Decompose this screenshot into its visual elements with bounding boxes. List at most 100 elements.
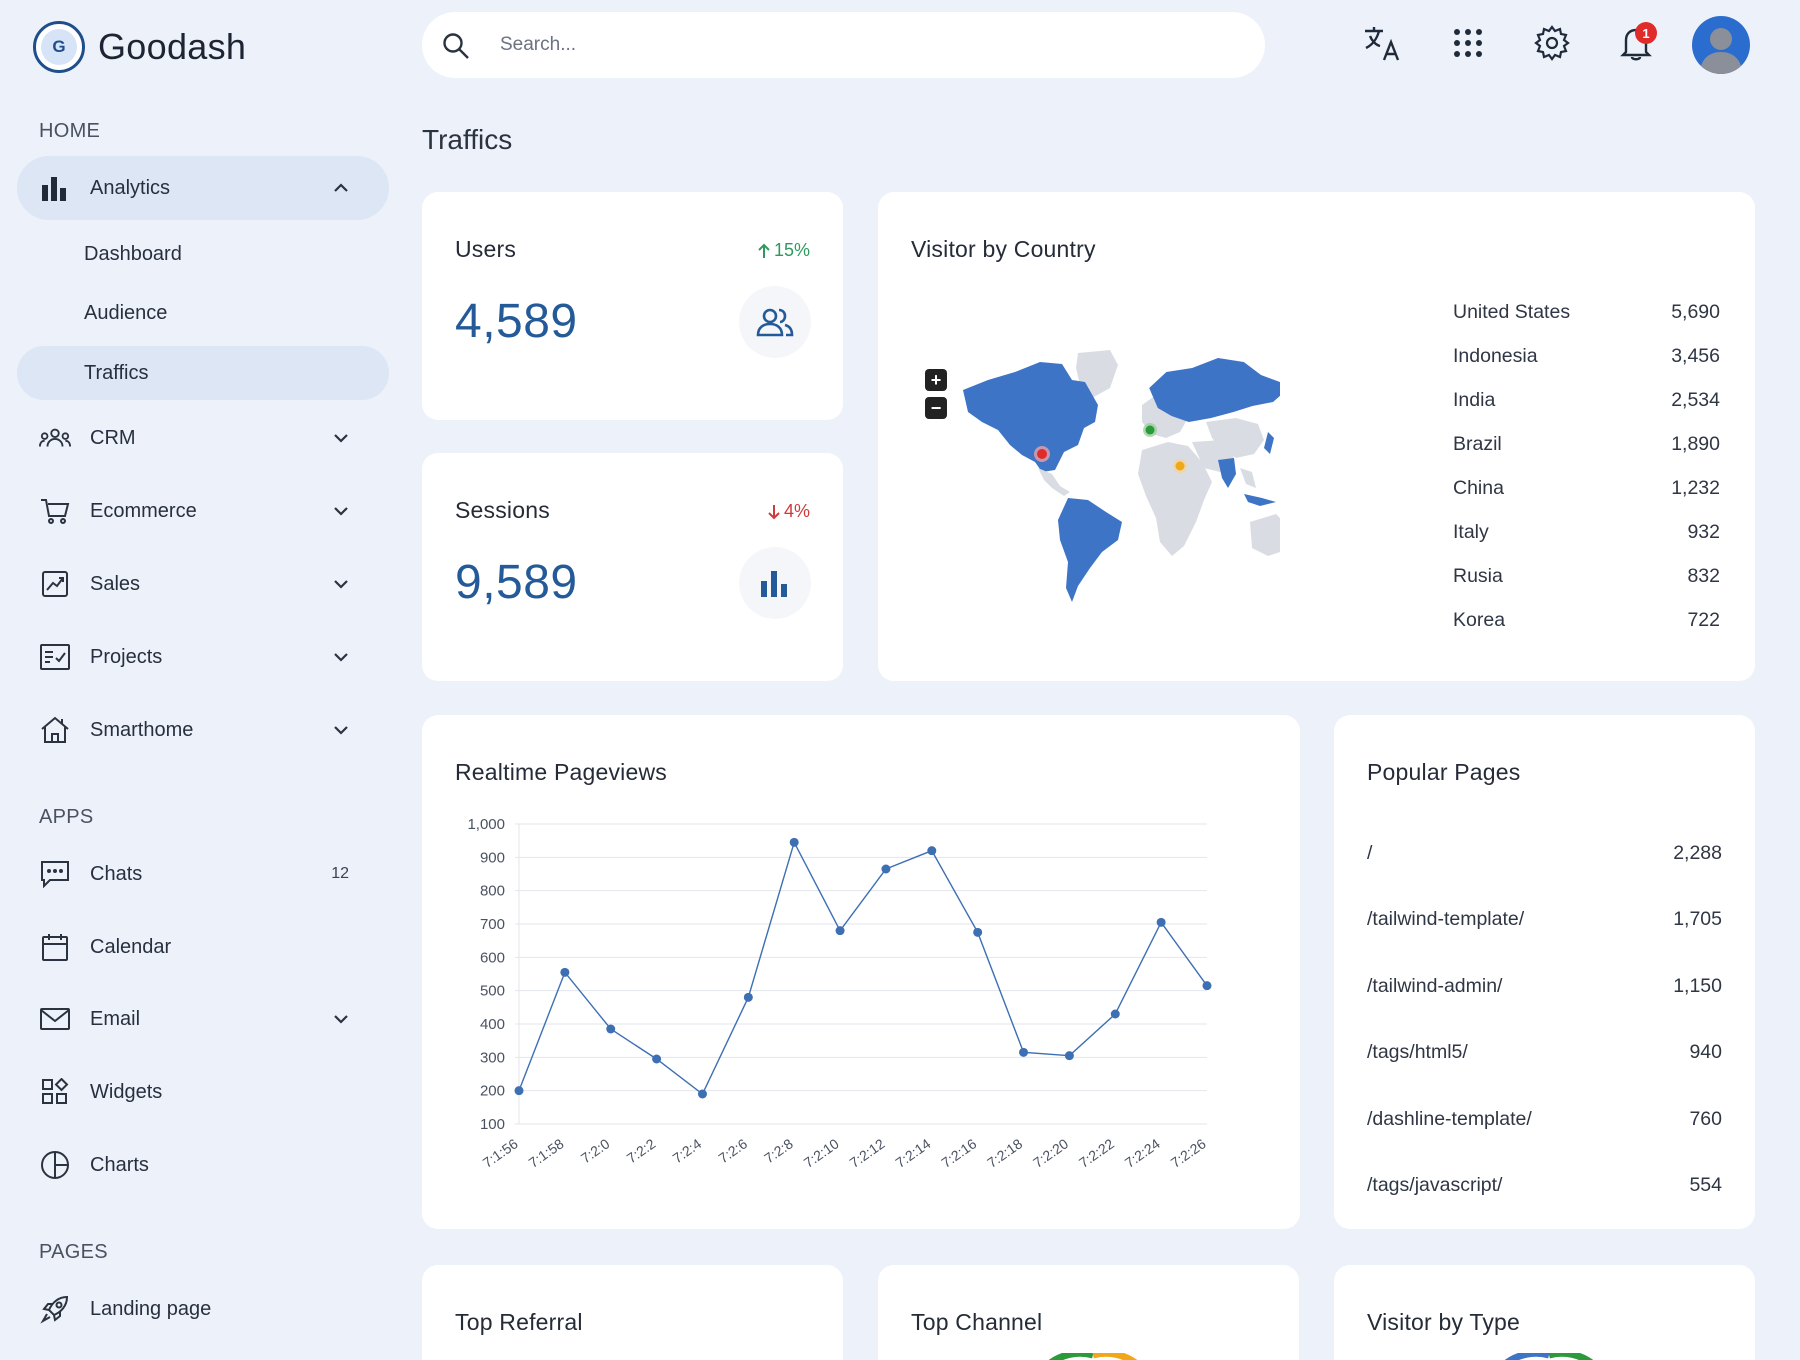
sidebar-subitem-dashboard[interactable]: Dashboard xyxy=(17,227,389,281)
sidebar-item-email[interactable]: Email xyxy=(17,987,389,1051)
sidebar-item-label: Ecommerce xyxy=(90,499,197,522)
chevron-down-icon xyxy=(334,653,348,662)
chats-count-badge: 12 xyxy=(331,865,349,882)
sidebar-item-landing-page[interactable]: Landing page xyxy=(17,1277,389,1341)
map-marker-europe[interactable] xyxy=(1145,425,1155,435)
table-row: Indonesia 3,456 xyxy=(1453,334,1720,378)
y-tick-label: 700 xyxy=(480,916,505,933)
table-row[interactable]: /tailwind-template/1,705 xyxy=(1367,887,1722,954)
sidebar-item-label: CRM xyxy=(90,426,136,449)
top-channel-title: Top Channel xyxy=(911,1309,1043,1335)
data-point[interactable] xyxy=(973,927,983,937)
data-point[interactable] xyxy=(927,846,937,856)
map-zoom-out-button[interactable]: − xyxy=(925,397,947,419)
sidebar-item-analytics[interactable]: Analytics xyxy=(17,156,389,220)
sidebar-item-sales[interactable]: Sales xyxy=(17,552,389,616)
country-name: Rusia xyxy=(1453,564,1503,587)
translate-icon xyxy=(1365,27,1400,61)
widgets-icon xyxy=(39,1076,71,1108)
sidebar-item-ecommerce[interactable]: Ecommerce xyxy=(17,479,389,543)
table-row: India 2,534 xyxy=(1453,378,1720,422)
data-point[interactable] xyxy=(652,1054,662,1064)
world-map[interactable] xyxy=(960,350,1280,612)
table-row[interactable]: / 2,288 xyxy=(1367,820,1722,887)
x-tick-label: 7:2:6 xyxy=(715,1135,750,1166)
users-trend-value: 15% xyxy=(773,240,810,260)
x-tick-label: 7:2:8 xyxy=(761,1135,796,1166)
chevron-down-icon xyxy=(334,580,348,589)
section-label-pages: PAGES xyxy=(39,1241,108,1263)
data-point[interactable] xyxy=(881,864,891,874)
table-row[interactable]: /tags/javascript/554 xyxy=(1367,1153,1722,1220)
page-value: 760 xyxy=(1689,1107,1722,1130)
sidebar-item-label: Charts xyxy=(90,1153,149,1176)
map-zoom-in-button[interactable]: + xyxy=(925,369,947,391)
table-row[interactable]: /tailwind-admin/1,150 xyxy=(1367,953,1722,1020)
table-row: Brazil 1,890 xyxy=(1453,422,1720,466)
data-point[interactable] xyxy=(560,967,570,977)
sidebar-item-projects[interactable]: Projects xyxy=(17,625,389,689)
top-referral-card: Top Referral xyxy=(422,1265,843,1360)
page-path: /tailwind-admin/ xyxy=(1367,974,1503,997)
sessions-trend: 4% xyxy=(767,501,810,522)
brand-name: Goodash xyxy=(98,26,247,67)
x-tick-label: 7:2:2 xyxy=(624,1135,659,1166)
sidebar-subitem-traffics[interactable]: Traffics xyxy=(17,346,389,400)
translate-button[interactable] xyxy=(1360,20,1406,66)
country-table: United States 5,690 Indonesia 3,456 India 2… xyxy=(1453,290,1720,642)
y-tick-label: 1,000 xyxy=(467,816,505,833)
sidebar-item-widgets[interactable]: Widgets xyxy=(17,1060,389,1124)
visitor-by-country-title: Visitor by Country xyxy=(911,236,1096,262)
settings-button[interactable] xyxy=(1529,20,1575,66)
country-name: India xyxy=(1453,388,1496,411)
data-point[interactable] xyxy=(835,926,845,936)
chevron-down-icon xyxy=(334,507,348,516)
data-point[interactable] xyxy=(514,1086,524,1096)
x-tick-label: 7:1:56 xyxy=(480,1135,521,1171)
table-row[interactable]: /tags/html5/940 xyxy=(1367,1020,1722,1087)
sidebar-item-smarthome[interactable]: Smarthome xyxy=(17,698,389,762)
y-tick-label: 300 xyxy=(480,1049,505,1066)
sidebar-item-calendar[interactable]: Calendar xyxy=(17,915,389,979)
sessions-trend-value: 4% xyxy=(783,501,810,521)
pie-icon xyxy=(39,1149,71,1181)
data-point[interactable] xyxy=(789,837,799,847)
data-point[interactable] xyxy=(606,1024,616,1034)
y-tick-label: 100 xyxy=(480,1116,505,1133)
page-value: 2,288 xyxy=(1673,841,1722,864)
map-marker-middle-east[interactable] xyxy=(1175,461,1185,471)
top-referral-title: Top Referral xyxy=(455,1309,583,1335)
sidebar-item-charts[interactable]: Charts xyxy=(17,1133,389,1197)
data-point[interactable] xyxy=(743,992,753,1002)
sidebar-subitem-audience[interactable]: Audience xyxy=(17,286,389,340)
search-input[interactable] xyxy=(500,28,1220,62)
sidebar-item-label: Analytics xyxy=(90,176,171,199)
sidebar-item-crm[interactable]: CRM xyxy=(17,406,389,470)
minus-icon: − xyxy=(930,397,942,418)
apps-grid-button[interactable] xyxy=(1445,20,1491,66)
x-tick-label: 7:2:16 xyxy=(938,1135,979,1171)
users-group-icon xyxy=(39,422,71,454)
brand[interactable]: G Goodash xyxy=(33,21,246,73)
data-point[interactable] xyxy=(1110,1009,1120,1019)
data-point[interactable] xyxy=(1156,917,1166,927)
data-point[interactable] xyxy=(1019,1047,1029,1057)
search-bar[interactable] xyxy=(422,12,1265,78)
data-point[interactable] xyxy=(1202,981,1212,991)
country-name: Brazil xyxy=(1453,432,1502,455)
notifications-button[interactable]: 1 xyxy=(1613,20,1659,66)
chevron-down-icon xyxy=(334,434,348,443)
map-marker-usa[interactable] xyxy=(1037,449,1047,459)
section-label-home: HOME xyxy=(39,120,101,142)
visitor-by-type-title: Visitor by Type xyxy=(1367,1309,1521,1335)
data-point[interactable] xyxy=(1064,1051,1074,1061)
sidebar-item-chats[interactable]: Chats 12 xyxy=(17,842,389,906)
avatar[interactable] xyxy=(1692,16,1750,74)
data-point[interactable] xyxy=(697,1089,707,1099)
table-row[interactable]: /dashline-template/760 xyxy=(1367,1086,1722,1153)
sidebar-subitem-label: Traffics xyxy=(84,361,149,384)
home-icon xyxy=(39,714,71,746)
sidebar-item-label: Widgets xyxy=(90,1080,163,1103)
series-line xyxy=(518,840,1208,1096)
sessions-stat-badge xyxy=(739,547,811,619)
